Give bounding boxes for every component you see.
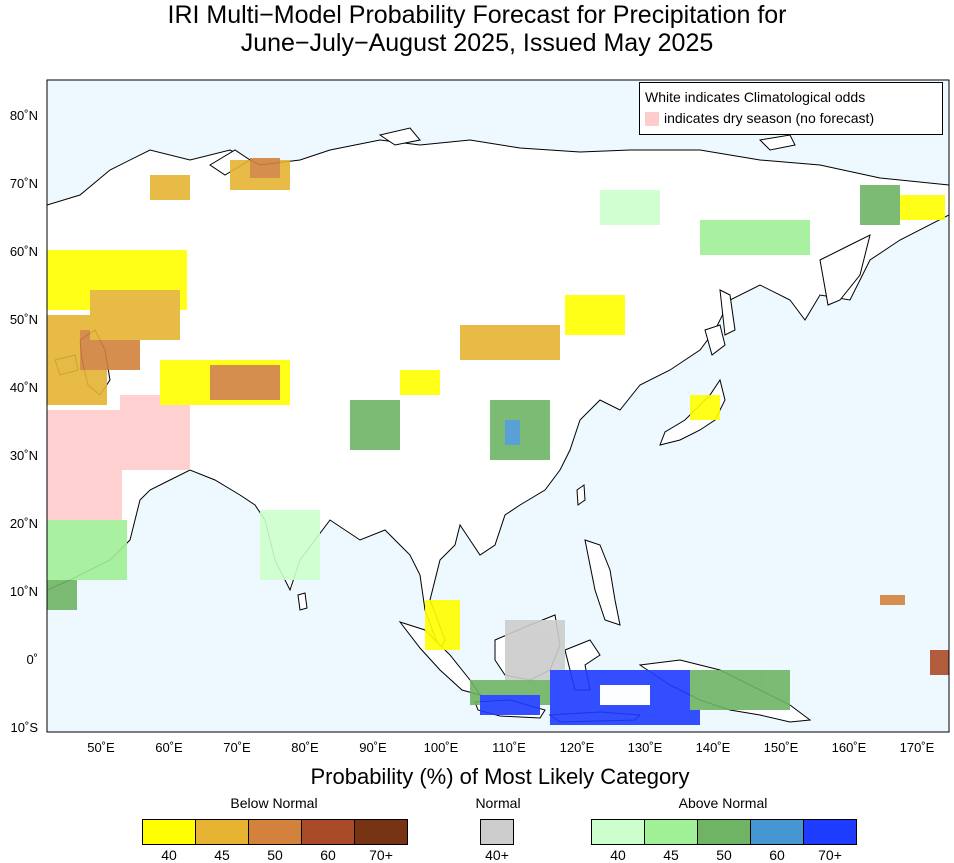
normal-label: Normal <box>475 795 521 811</box>
lat-tick-0: 0˚ <box>26 652 38 667</box>
lon-tick-70e: 70˚E <box>223 740 251 755</box>
colorbar-title: Probability (%) of Most Likely Category <box>310 764 690 789</box>
lat-tick-20n: 20˚N <box>9 516 38 531</box>
below-tick-50: 50 <box>267 847 283 863</box>
below-45-swatch <box>196 820 249 844</box>
normal-tick-40: 40+ <box>485 847 509 863</box>
above-normal-label: Above Normal <box>678 795 768 811</box>
dry-season-note: indicates dry season (no forecast) <box>664 110 875 126</box>
dry-season-swatch <box>645 112 659 126</box>
below-40-swatch <box>143 820 196 844</box>
lon-tick-130e: 130˚E <box>627 740 663 755</box>
lat-tick-50n: 50˚N <box>9 312 38 327</box>
map-title-line2: June−July−August 2025, Issued May 2025 <box>240 29 714 57</box>
map-title-line1: IRI Multi−Model Probability Forecast for… <box>167 1 787 29</box>
lon-tick-120e: 120˚E <box>559 740 595 755</box>
lat-tick-10s: 10˚S <box>10 720 38 735</box>
lat-tick-10n: 10˚N <box>9 584 38 599</box>
below-tick-70: 70+ <box>369 847 393 863</box>
lon-tick-160e: 160˚E <box>831 740 867 755</box>
above-60-swatch <box>751 820 804 844</box>
above-tick-70: 70+ <box>818 847 842 863</box>
lon-tick-150e: 150˚E <box>763 740 799 755</box>
map-frame <box>46 79 950 733</box>
above-40-swatch <box>592 820 645 844</box>
above-tick-60: 60 <box>769 847 785 863</box>
above-tick-50: 50 <box>716 847 732 863</box>
lat-tick-70n: 70˚N <box>9 176 38 191</box>
lat-tick-60n: 60˚N <box>9 244 38 259</box>
above-45-swatch <box>645 820 698 844</box>
normal-40-swatch <box>481 820 513 844</box>
lon-tick-50e: 50˚E <box>87 740 115 755</box>
lon-tick-80e: 80˚E <box>291 740 319 755</box>
below-tick-40: 40 <box>161 847 177 863</box>
above-70-swatch <box>804 820 856 844</box>
lat-tick-40n: 40˚N <box>9 380 38 395</box>
lon-tick-170e: 170˚E <box>899 740 935 755</box>
below-tick-60: 60 <box>320 847 336 863</box>
above-normal-colorbar <box>591 819 857 845</box>
lon-tick-140e: 140˚E <box>695 740 731 755</box>
lat-tick-30n: 30˚N <box>9 448 38 463</box>
lon-tick-100e: 100˚E <box>423 740 459 755</box>
below-50-swatch <box>249 820 302 844</box>
above-tick-40: 40 <box>610 847 626 863</box>
lon-tick-110e: 110˚E <box>492 740 526 755</box>
map-inline-legend: White indicates Climatological odds indi… <box>639 82 943 135</box>
climatology-note: White indicates Climatological odds <box>645 89 866 105</box>
above-tick-45: 45 <box>663 847 679 863</box>
normal-colorbar <box>480 819 514 845</box>
lon-tick-60e: 60˚E <box>155 740 183 755</box>
forecast-shading <box>47 158 949 725</box>
lat-tick-80n: 80˚N <box>9 108 38 123</box>
below-60-swatch <box>302 820 355 844</box>
below-normal-colorbar <box>142 819 408 845</box>
below-normal-label: Below Normal <box>230 795 318 811</box>
lon-tick-90e: 90˚E <box>359 740 387 755</box>
below-tick-45: 45 <box>214 847 230 863</box>
above-50-swatch <box>698 820 751 844</box>
below-70-swatch <box>355 820 407 844</box>
